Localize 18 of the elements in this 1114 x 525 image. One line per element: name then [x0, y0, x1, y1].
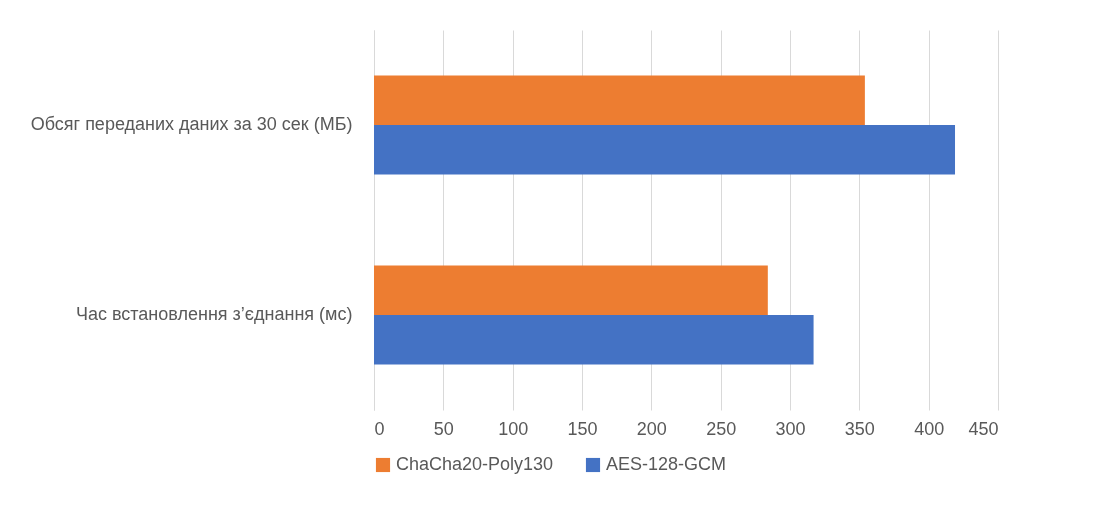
legend-label: ChaCha20-Poly130 — [396, 454, 554, 474]
legend-label: AES-128-GCM — [606, 454, 727, 474]
x-tick-label: 0 — [374, 418, 385, 439]
y-tick-label: Обсяг переданих даних за 30 сек (МБ) — [30, 114, 353, 134]
x-tick-label: 50 — [433, 418, 454, 439]
bar — [374, 265, 768, 315]
x-tick-label: 300 — [775, 418, 806, 439]
bar — [374, 75, 865, 125]
x-tick-label: 150 — [567, 418, 598, 439]
x-tick-label: 350 — [844, 418, 875, 439]
x-tick-label: 450 — [968, 418, 999, 439]
x-tick-label: 200 — [636, 418, 667, 439]
x-tick-label: 100 — [498, 418, 529, 439]
bar — [374, 315, 814, 365]
x-tick-label: 250 — [706, 418, 737, 439]
bar — [374, 125, 956, 175]
x-tick-label: 400 — [914, 418, 945, 439]
y-tick-label: Час встановлення з’єднання (мс) — [75, 304, 353, 324]
